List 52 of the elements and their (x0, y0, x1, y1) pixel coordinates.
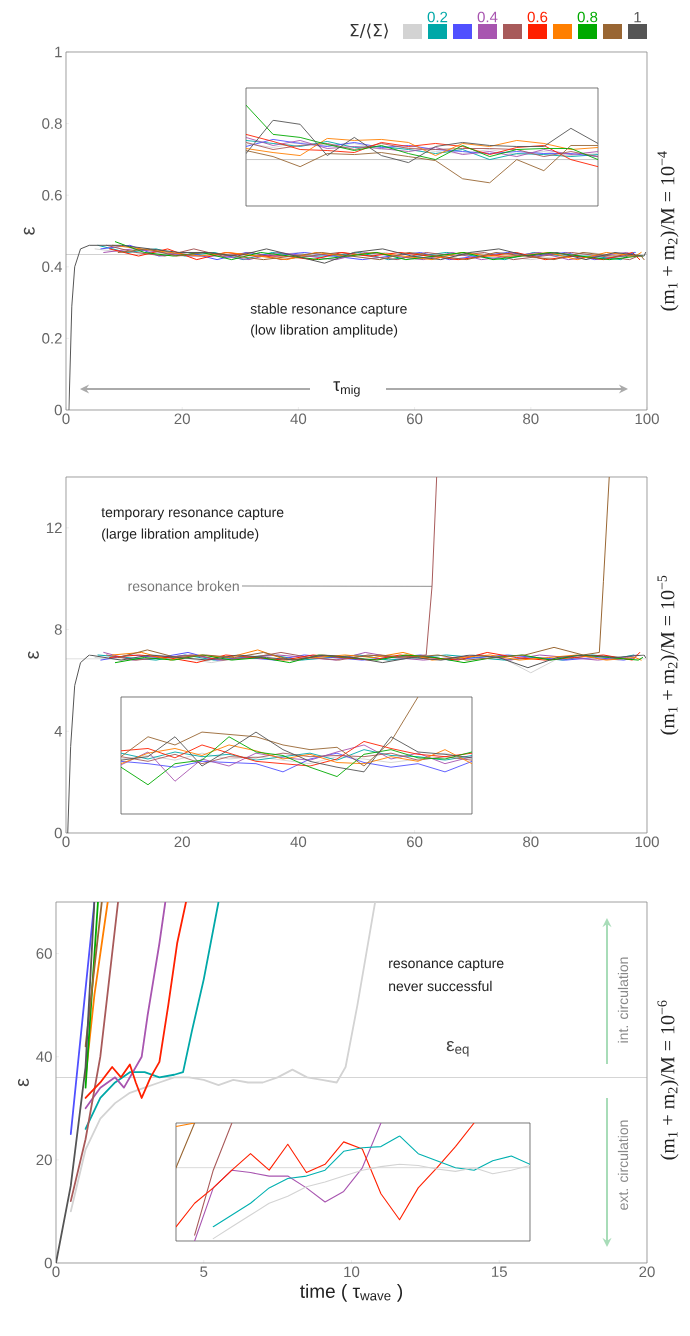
annotation: τ$_{mig}$ (333, 381, 360, 397)
x-tick-label: 20 (174, 413, 190, 425)
y-tick-label: 8 (54, 624, 62, 635)
text: 0.8 (577, 11, 598, 23)
text: 0.2 (427, 11, 448, 23)
x-tick-label: 80 (523, 836, 539, 848)
y-tick-label: 0.8 (42, 118, 62, 129)
y-axis-title: ε (23, 226, 35, 235)
x-tick-label: 60 (407, 836, 423, 848)
annotation: (large libration amplitude) (102, 528, 259, 542)
y-axis-title: ε (17, 1078, 29, 1087)
text: (m$_{1}$ + m$_{2}$)/M = 10$^{−4}$ (657, 151, 679, 311)
x-tick-label: 100 (635, 413, 659, 425)
annotation: temporary resonance capture (101, 508, 284, 520)
y-tick-label: 12 (46, 522, 62, 534)
y-axis-title: ε (27, 650, 39, 659)
x-tick-label: 100 (635, 836, 659, 848)
annotation: int. circulation (617, 957, 629, 1043)
y-tick-label: 0.2 (42, 333, 62, 344)
x-tick-label: 80 (523, 413, 539, 425)
annotation: stable resonance capture (250, 303, 407, 317)
text: 1 (634, 11, 641, 23)
y-tick-label: 0 (54, 827, 62, 839)
annotation: resonance capture (389, 959, 504, 971)
y-tick-label: 0 (54, 404, 62, 416)
text: 0.4 (477, 11, 498, 23)
x-tick-label: 20 (174, 836, 190, 848)
x-axis-title: time ( τ$_{wave}$ ) (300, 1284, 403, 1302)
annotation: ext. circulation (617, 1120, 629, 1210)
annotation: resonance broken (128, 580, 239, 592)
y-tick-label: 20 (36, 1154, 52, 1166)
text: (m$_{1}$ + m$_{2}$)/M = 10$^{−5}$ (657, 575, 679, 735)
x-tick-label: 40 (290, 836, 307, 848)
annotation: never successful (389, 980, 492, 992)
ref-line-label: ε$_{eq}$ (446, 1040, 469, 1057)
annotation: (low libration amplitude) (251, 324, 398, 338)
legend-title: Σ/⟨Σ⟩ (350, 23, 388, 39)
y-tick-label: 1 (55, 46, 62, 58)
y-tick-label: 0.4 (42, 261, 63, 273)
y-tick-label: 4 (54, 726, 63, 737)
text: (m$_{1}$ + m$_{2}$)/M = 10$^{−6}$ (657, 1000, 679, 1160)
y-tick-label: 60 (36, 948, 52, 959)
x-tick-label: 10 (344, 1266, 360, 1278)
x-tick-label: 20 (639, 1266, 655, 1278)
x-tick-label: 40 (290, 413, 307, 425)
y-tick-label: 0.6 (42, 189, 62, 201)
text: 0.6 (527, 11, 548, 23)
x-tick-label: 15 (492, 1266, 507, 1277)
x-tick-label: 5 (200, 1266, 208, 1277)
x-tick-label: 60 (407, 413, 423, 425)
y-tick-label: 0 (44, 1257, 52, 1269)
y-tick-label: 40 (36, 1051, 52, 1063)
